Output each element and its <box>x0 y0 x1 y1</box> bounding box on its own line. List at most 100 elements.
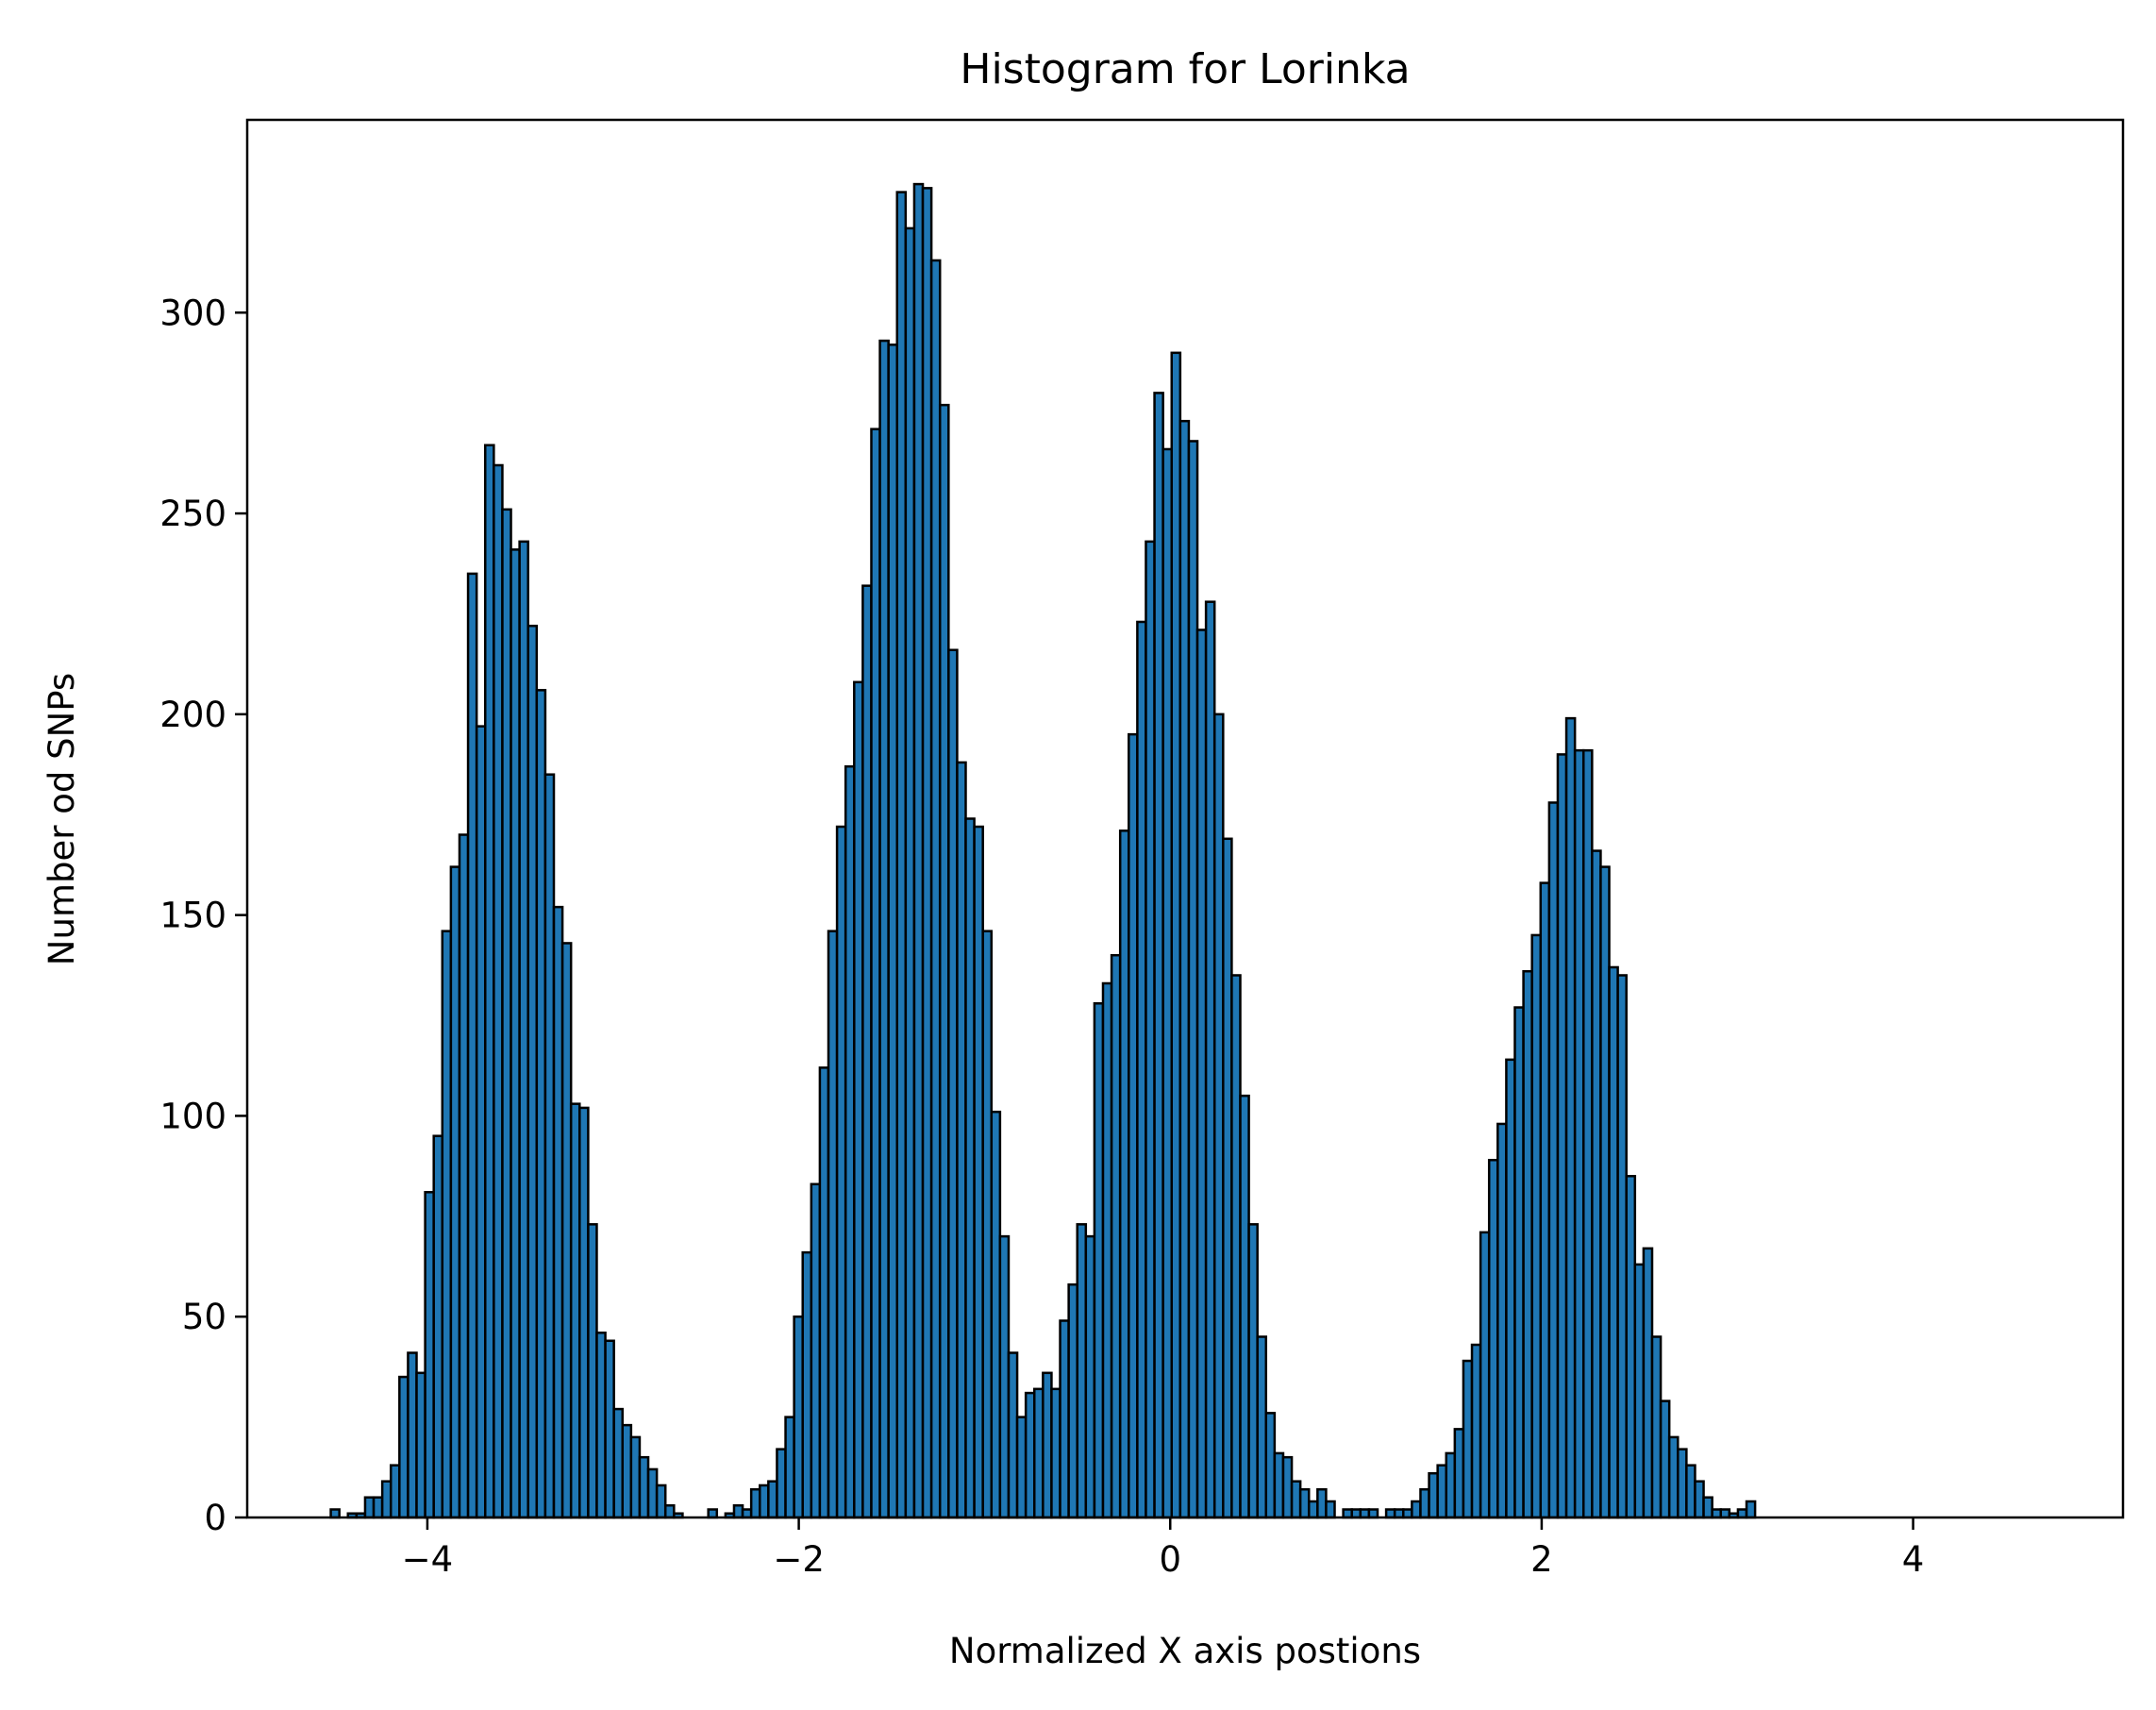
histogram-bar <box>1496 1122 1508 1519</box>
histogram-bar <box>749 1487 761 1519</box>
histogram-bar <box>1642 1247 1654 1519</box>
histogram-bar <box>1153 392 1164 1519</box>
histogram-bar <box>853 680 864 1519</box>
histogram-bar <box>1342 1508 1353 1519</box>
histogram-bar <box>424 1191 435 1519</box>
histogram-bar <box>818 1066 830 1519</box>
histogram-bar <box>1033 1387 1045 1519</box>
histogram-bar <box>998 1234 1011 1519</box>
histogram-bar <box>1050 1387 1061 1519</box>
histogram-bar <box>1564 716 1577 1519</box>
histogram-bar <box>1162 447 1174 1519</box>
histogram-bar <box>767 1480 778 1519</box>
histogram-bar <box>449 865 461 1519</box>
histogram-bar <box>835 825 847 1519</box>
histogram-bar <box>587 1223 598 1519</box>
x-axis-ticks: −4 −2 0 2 4 <box>402 1517 1924 1580</box>
histogram-bar <box>655 1484 667 1519</box>
histogram-bar <box>612 1407 624 1519</box>
histogram-bar <box>741 1508 753 1519</box>
histogram-bar <box>1128 732 1139 1519</box>
histogram-bar <box>398 1375 409 1519</box>
histogram-bar <box>904 226 916 1519</box>
histogram-bar <box>389 1464 401 1519</box>
histogram-bar <box>1616 974 1628 1519</box>
histogram-bar <box>1702 1496 1713 1519</box>
histogram-bar <box>1470 1343 1482 1519</box>
histogram-bar <box>1659 1400 1671 1519</box>
histogram-bar <box>578 1106 590 1519</box>
histogram-bar <box>1178 419 1191 1519</box>
histogram-bar <box>1101 981 1113 1519</box>
histogram-bar <box>1256 1335 1268 1519</box>
histogram-bar <box>810 1182 822 1519</box>
histogram-bar <box>1290 1480 1302 1519</box>
histogram-bar <box>1281 1455 1294 1519</box>
histogram-bar <box>929 259 942 1519</box>
histogram-bar <box>1024 1391 1036 1519</box>
histogram-bar <box>1076 1223 1088 1519</box>
y-tick-label: 150 <box>159 896 226 936</box>
histogram-bar <box>407 1351 418 1519</box>
histogram-bar <box>1204 600 1216 1519</box>
histogram-bar <box>1547 801 1560 1519</box>
histogram-bar <box>535 689 547 1519</box>
histogram-bar <box>1719 1508 1731 1519</box>
x-tick-label: −4 <box>402 1539 454 1580</box>
plot-frame <box>245 118 2125 1519</box>
chart-title: Histogram for Lorinka <box>960 45 1410 93</box>
histogram-bar <box>801 1250 813 1519</box>
histogram-bar <box>629 1435 642 1519</box>
histogram-bar <box>1222 837 1233 1519</box>
histogram-bar <box>1384 1508 1396 1519</box>
histogram-bar <box>1745 1500 1757 1519</box>
histogram-bar <box>1239 1094 1250 1519</box>
histogram-bar <box>870 428 881 1519</box>
histogram-bar <box>1625 1175 1637 1519</box>
y-axis-label: Number od SNPs <box>42 673 82 965</box>
histogram-bar <box>793 1315 804 1519</box>
x-tick-label: 2 <box>1530 1539 1553 1580</box>
histogram-bar <box>844 764 856 1519</box>
x-tick-label: −2 <box>773 1539 825 1580</box>
histogram-bar <box>1453 1428 1465 1519</box>
histogram-bar <box>878 339 890 1519</box>
histogram-bar <box>1110 953 1122 1519</box>
histogram-bar <box>621 1423 633 1519</box>
histogram-bar <box>380 1480 393 1519</box>
histogram-bar <box>827 930 839 1519</box>
histogram-bar <box>638 1455 650 1519</box>
y-tick-label: 300 <box>159 293 226 333</box>
histogram-bar <box>776 1448 787 1519</box>
histogram-bar <box>912 182 925 1519</box>
histogram-bar <box>552 905 564 1519</box>
histogram-bar <box>1667 1435 1680 1519</box>
histogram-bar <box>372 1496 384 1519</box>
histogram-bar <box>707 1508 719 1519</box>
histogram-bar <box>604 1339 615 1519</box>
histogram-bar <box>1513 1006 1525 1519</box>
histogram-bar <box>1573 748 1585 1519</box>
histogram-bar <box>1530 933 1543 1519</box>
histogram-bar <box>981 930 994 1519</box>
x-tick-label: 0 <box>1159 1539 1181 1580</box>
histogram-bar <box>1711 1508 1722 1519</box>
histogram-bar <box>1145 540 1156 1519</box>
histogram-bar <box>1007 1351 1019 1519</box>
histogram-bar <box>501 508 512 1519</box>
histogram-bar <box>1359 1508 1371 1519</box>
histogram-bar <box>1118 830 1130 1519</box>
histogram-bar <box>1522 969 1533 1519</box>
histogram-bar <box>759 1484 770 1519</box>
histogram-bar <box>458 833 470 1519</box>
histogram-bar <box>1298 1487 1311 1519</box>
histogram-bar <box>1736 1508 1748 1519</box>
histogram-bar <box>1419 1487 1430 1519</box>
histogram-bar <box>1136 620 1147 1519</box>
histogram-bar <box>1350 1508 1362 1519</box>
histogram-bar <box>1462 1359 1474 1519</box>
histogram-bar <box>466 572 478 1519</box>
histogram-bar <box>1479 1231 1491 1519</box>
histogram-bar <box>1273 1451 1285 1519</box>
